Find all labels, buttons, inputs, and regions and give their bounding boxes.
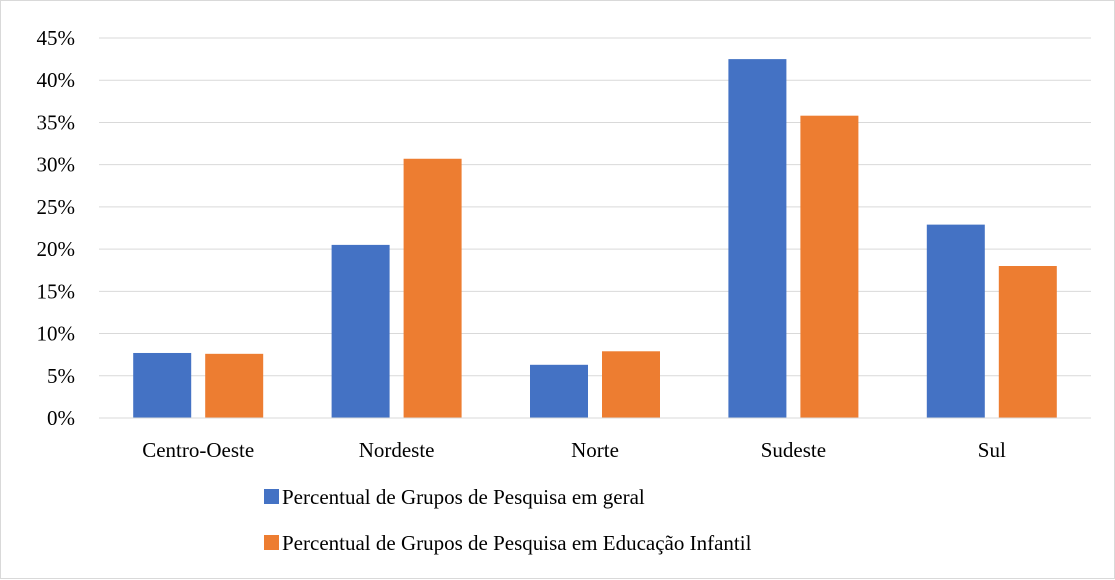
bar-educacao-infantil: [800, 115, 859, 418]
x-axis-category-labels: Centro-Oeste Nordeste Norte Sudeste Sul: [142, 438, 1006, 462]
bar-educacao-infantil: [205, 353, 264, 418]
bar-geral: [926, 224, 985, 418]
bar-geral: [728, 59, 787, 418]
y-tick-label: 10%: [37, 322, 76, 346]
bar-geral: [331, 244, 390, 418]
y-tick-label: 5%: [47, 364, 75, 388]
legend: Percentual de Grupos de Pesquisa em gera…: [264, 485, 752, 555]
x-category-label: Norte: [571, 438, 619, 462]
y-tick-label: 25%: [37, 195, 76, 219]
y-tick-label: 45%: [37, 26, 76, 50]
y-tick-label: 20%: [37, 237, 76, 261]
y-tick-label: 30%: [37, 153, 76, 177]
legend-entry-label: Percentual de Grupos de Pesquisa em gera…: [282, 485, 645, 509]
x-category-label: Sul: [978, 438, 1006, 462]
x-category-label: Sudeste: [761, 438, 826, 462]
y-tick-label: 15%: [37, 279, 76, 303]
legend-swatch: [264, 535, 279, 550]
y-tick-label: 40%: [37, 68, 76, 92]
bar-educacao-infantil: [403, 158, 462, 418]
legend-entry-label: Percentual de Grupos de Pesquisa em Educ…: [282, 531, 752, 555]
y-tick-label: 35%: [37, 110, 76, 134]
x-category-label: Centro-Oeste: [142, 438, 254, 462]
y-tick-label: 0%: [47, 406, 75, 430]
bar-educacao-infantil: [998, 266, 1057, 418]
bar-educacao-infantil: [602, 351, 660, 418]
legend-swatch: [264, 489, 279, 504]
gridlines: [99, 37, 1091, 377]
bars: [133, 59, 1057, 418]
y-axis-tick-labels: 0% 5% 10% 15% 20% 25% 30% 35% 40% 45%: [37, 26, 76, 430]
x-category-label: Nordeste: [359, 438, 435, 462]
bar-geral: [133, 352, 192, 418]
bar-geral: [530, 364, 588, 418]
